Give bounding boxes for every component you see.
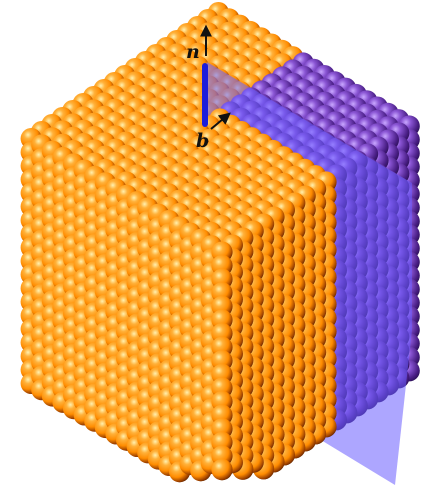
near-atom-block bbox=[105, 108, 337, 483]
burgers-vector-arrow-icon bbox=[210, 112, 231, 130]
normal-vector-label: n bbox=[186, 41, 200, 63]
atom bbox=[211, 459, 233, 481]
burgers-vector-label: b bbox=[196, 130, 209, 152]
